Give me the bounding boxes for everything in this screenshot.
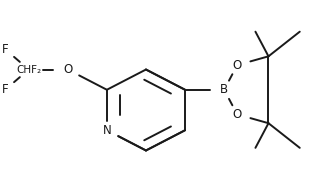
Text: F: F (2, 83, 9, 96)
Text: N: N (102, 124, 111, 137)
Text: CHF₂: CHF₂ (16, 65, 41, 74)
Text: O: O (232, 59, 242, 72)
Text: F: F (2, 43, 9, 56)
Text: O: O (232, 108, 242, 121)
Text: B: B (220, 83, 228, 96)
Text: O: O (63, 63, 73, 76)
